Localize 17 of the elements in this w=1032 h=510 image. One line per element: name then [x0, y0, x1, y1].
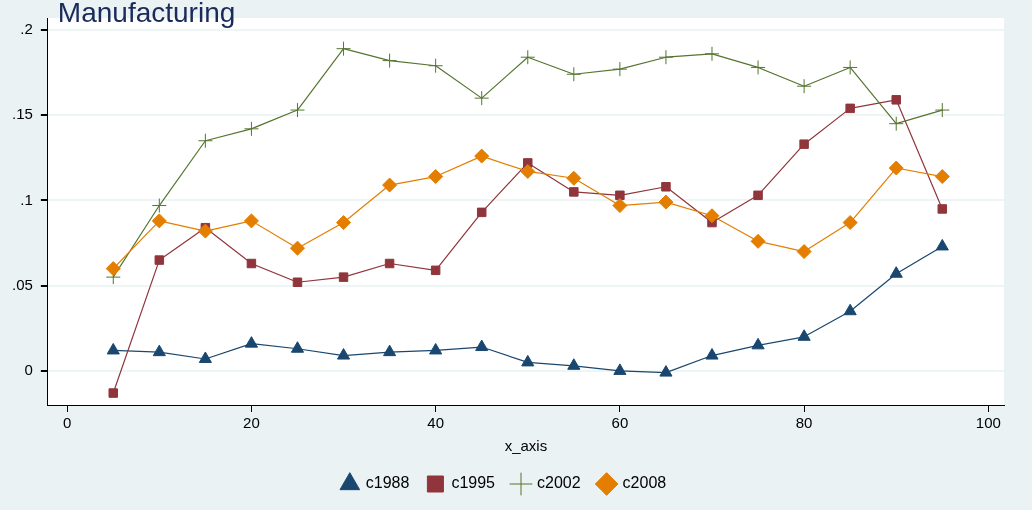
x-tick-label: 20	[243, 414, 260, 432]
x-tick-label: 100	[975, 414, 1001, 432]
y-tick-label: .1	[20, 190, 33, 208]
x-tick-label: 40	[427, 414, 444, 432]
x-tick-label: 80	[795, 414, 813, 432]
legend-label: c1995	[451, 474, 496, 492]
chart-title: Manufacturing	[57, 0, 236, 28]
y-tick-label: 0	[24, 361, 33, 379]
legend-label: c1988	[365, 474, 410, 492]
legend-label: c2008	[622, 474, 667, 492]
legend-label: c2002	[537, 474, 581, 492]
x-tick-label: 60	[611, 414, 629, 432]
y-tick-label: .05	[11, 275, 33, 293]
x-axis-title: x_axis	[504, 437, 548, 455]
y-tick-label: .2	[20, 20, 33, 38]
y-tick-label: .15	[11, 105, 33, 123]
x-tick-label: 0	[63, 414, 72, 432]
